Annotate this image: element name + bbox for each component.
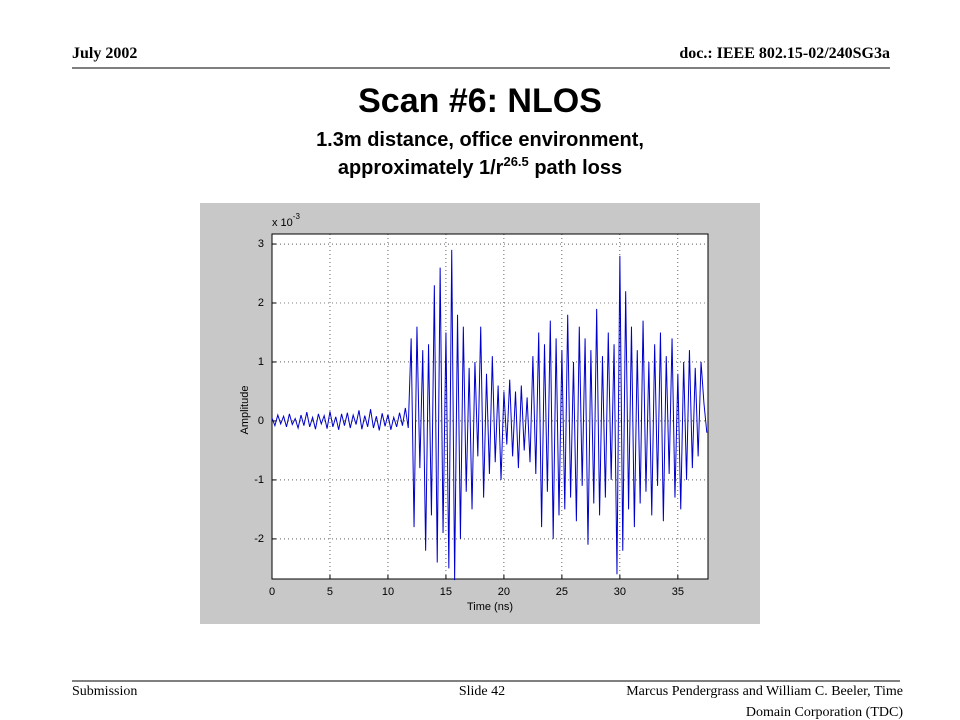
subtitle-text: path loss <box>529 157 622 179</box>
footer-author: Marcus Pendergrass and William C. Beeler… <box>626 684 903 699</box>
x-axis-label: Time (ns) <box>467 601 513 613</box>
x-tick-label: 5 <box>327 586 333 598</box>
header-doc: doc.: IEEE 802.15-02/240SG3a <box>679 45 890 62</box>
x-tick-label: 25 <box>556 586 568 598</box>
subtitle-line: approximately 1/r26.5 path loss <box>338 154 622 179</box>
y-tick-label: 0 <box>258 415 264 427</box>
x-tick-label: 0 <box>269 586 275 598</box>
y-axis-label: Amplitude <box>239 386 251 435</box>
y-tick-label: 3 <box>258 238 264 250</box>
y-tick-label: 1 <box>258 356 264 368</box>
slide-title: Scan #6: NLOS <box>358 82 602 120</box>
x-tick-label: 10 <box>382 586 394 598</box>
plot-area <box>271 233 709 580</box>
signal-line <box>271 249 708 581</box>
footer-slide: Slide 42 <box>459 684 505 699</box>
footer-author: Domain Corporation (TDC) <box>746 705 903 720</box>
subtitle-exponent: 26.5 <box>503 154 528 169</box>
subtitle-line: 1.3m distance, office environment, <box>316 129 644 151</box>
y-multiplier: x 10-3 <box>272 212 300 229</box>
subtitle-text: approximately 1/r <box>338 157 504 179</box>
y-tick-label: 2 <box>258 297 264 309</box>
x-tick-label: 35 <box>672 586 684 598</box>
y-multiplier-base: x 10 <box>272 217 293 229</box>
y-multiplier-exponent: -3 <box>293 212 301 221</box>
y-tick-label: -1 <box>254 474 264 486</box>
footer-left: Submission <box>72 684 137 699</box>
x-tick-label: 20 <box>498 586 510 598</box>
y-tick-label: -2 <box>254 533 264 545</box>
x-tick-label: 30 <box>614 586 626 598</box>
header-date: July 2002 <box>72 45 137 62</box>
plot: 0 5 10 15 20 25 30 35 -2 -1 0 1 2 3 <box>254 234 708 598</box>
x-tick-label: 15 <box>440 586 452 598</box>
